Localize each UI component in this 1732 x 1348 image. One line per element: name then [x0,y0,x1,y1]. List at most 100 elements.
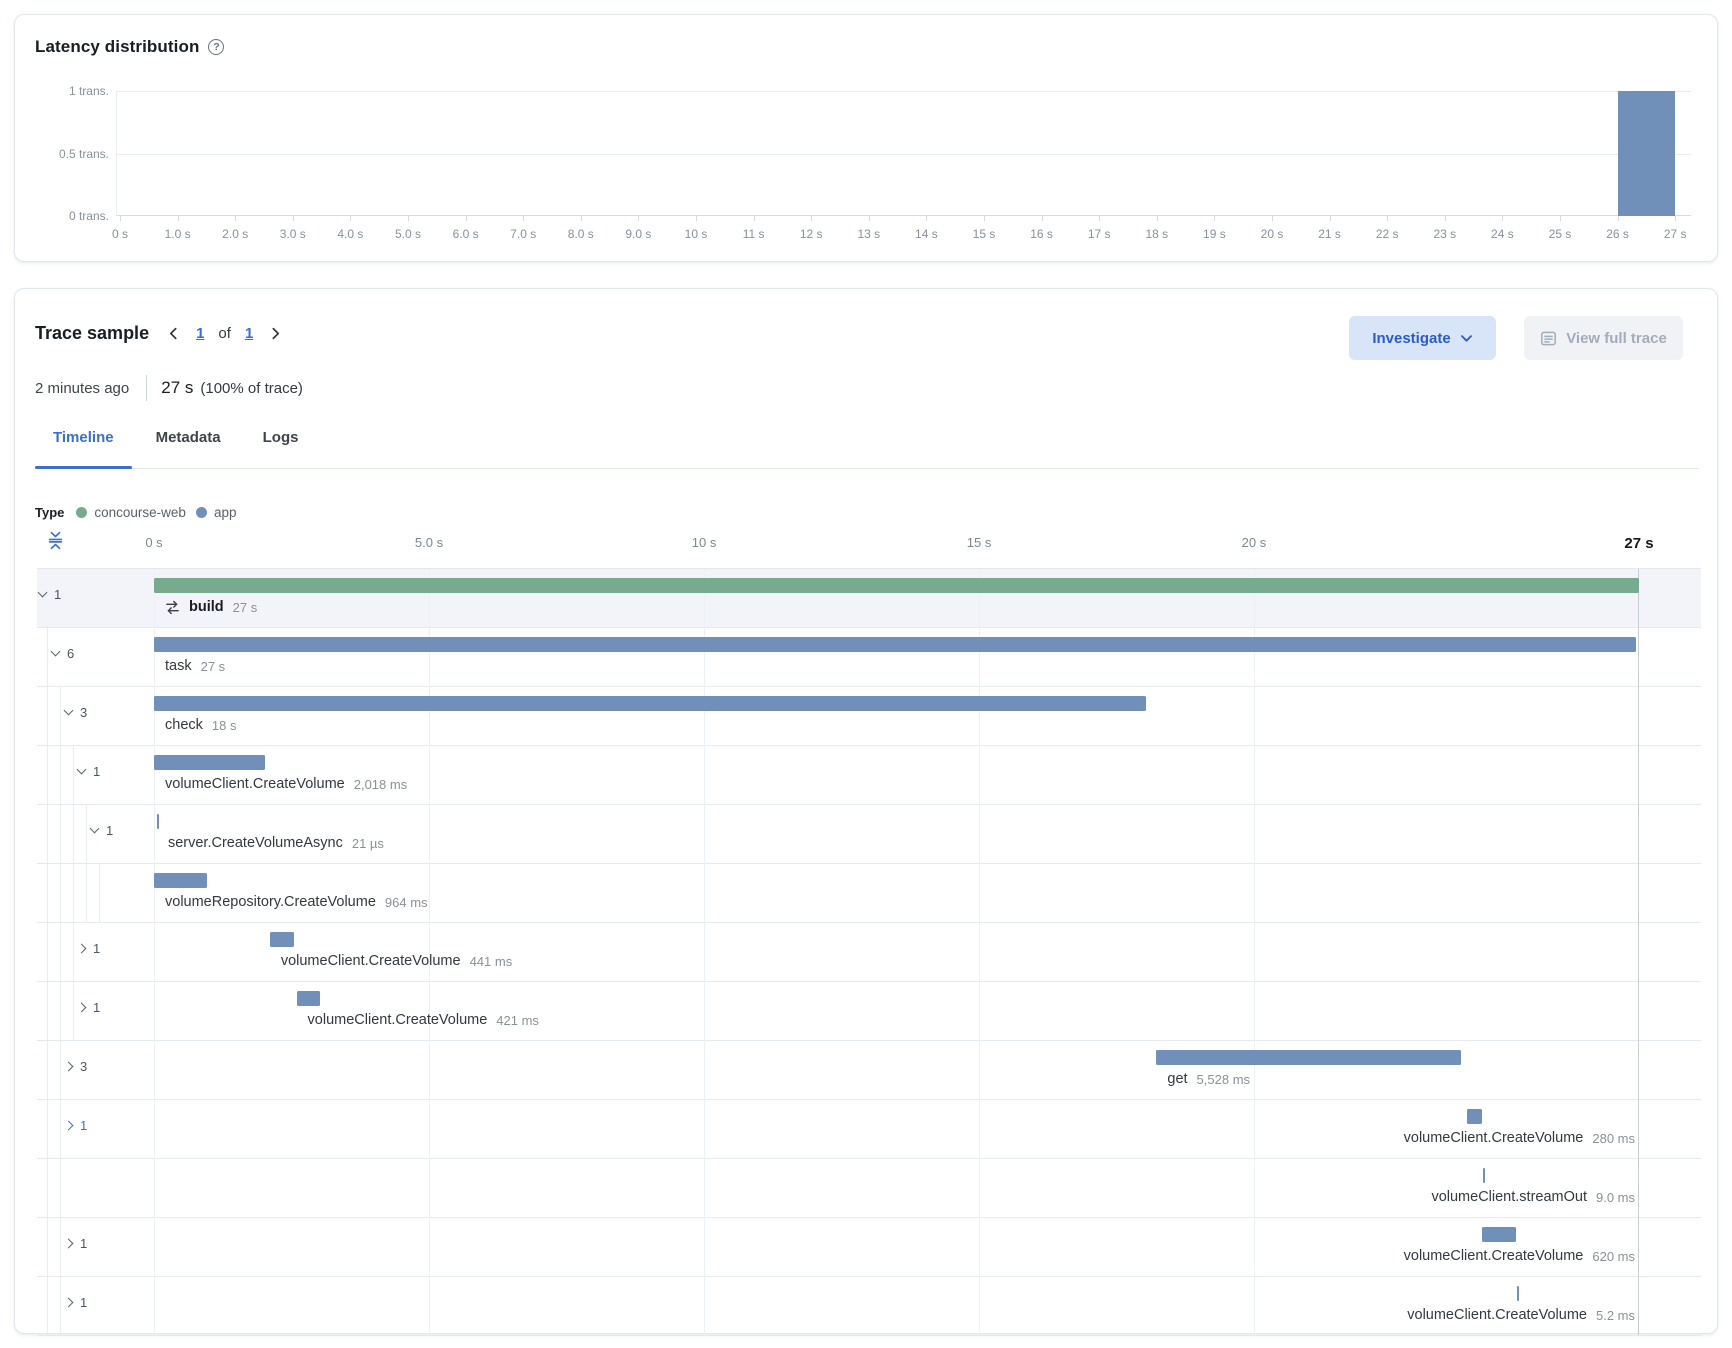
waterfall-span-row[interactable]: 1 volumeClient.CreateVolume 5.2 ms [37,1277,1701,1336]
waterfall-span-row[interactable]: 1 build 27 s [37,569,1701,628]
span-bar[interactable] [1517,1286,1520,1301]
expand-collapse-toggle[interactable]: 6 [50,646,74,661]
chevron-left-icon [170,327,177,340]
span-bar[interactable] [154,755,266,770]
span-name: volumeClient.CreateVolume [1403,1130,1584,1146]
indent-guide [47,687,48,745]
span-name: volumeClient.CreateVolume [165,776,345,792]
waterfall-span-row[interactable]: 3 get 5,528 ms [37,1041,1701,1100]
span-duration: 21 µs [351,835,384,851]
span-label: check 18 s [165,717,236,733]
meta-divider [146,375,148,401]
histogram-bar[interactable] [1617,91,1676,216]
expand-collapse-toggle[interactable]: 1 [63,1295,87,1310]
x-tick-label: 24 s [1491,227,1514,241]
waterfall-span-row[interactable]: 1 volumeClient.CreateVolume 421 ms [37,982,1701,1041]
x-tick-mark [1444,216,1446,221]
x-tick-label: 23 s [1433,227,1457,241]
waterfall-span-row[interactable]: 1 volumeClient.CreateVolume 2,018 ms [37,746,1701,805]
span-name: volumeClient.CreateVolume [1403,1248,1584,1264]
next-sample-button[interactable] [267,325,284,342]
span-bar[interactable] [154,637,1637,652]
span-name: get [1167,1071,1188,1087]
expand-collapse-toggle[interactable]: 1 [76,1000,100,1015]
x-tick-mark [1041,216,1043,221]
x-tick-label: 6.0 s [452,227,479,241]
chevron-right-icon [272,327,280,340]
span-name: task [165,658,192,674]
x-tick-mark [984,216,985,221]
waterfall-span-row[interactable]: 1 volumeClient.CreateVolume 441 ms [37,923,1701,982]
type-legend: Type concourse-web app [35,505,236,520]
span-track: volumeClient.CreateVolume 5.2 ms [154,1277,1639,1336]
chevron-icon [63,1238,74,1249]
legend-dot [76,507,88,518]
indent-guide [73,805,74,863]
waterfall-span-row[interactable]: 1 volumeClient.CreateVolume 620 ms [37,1218,1701,1277]
investigate-button[interactable]: Investigate [1349,316,1496,360]
expand-collapse-toggle[interactable]: 1 [63,1118,87,1133]
span-bar[interactable] [1156,1050,1461,1065]
x-tick-mark [1214,216,1216,221]
waterfall-span-row[interactable]: volumeClient.streamOut 9.0 ms [37,1159,1701,1218]
total-samples-number[interactable]: 1 [244,325,254,342]
span-bar[interactable] [154,873,208,888]
expand-collapse-toggle[interactable]: 1 [63,1236,88,1251]
x-tick-label: 15 s [972,227,996,241]
waterfall-span-row[interactable]: 6 task 27 s [37,628,1701,687]
chevron-icon [63,1061,74,1072]
span-bar[interactable] [1481,1227,1516,1242]
indent-guide [47,923,48,981]
expand-collapse-toggle[interactable]: 3 [63,1059,87,1074]
current-sample-number[interactable]: 1 [196,325,205,342]
waterfall-span-row[interactable]: volumeRepository.CreateVolume 964 ms [37,864,1701,923]
x-tick-label: 21 s [1318,227,1341,241]
indent-guide [47,1277,48,1335]
waterfall-span-row[interactable]: 3 check 18 s [37,687,1701,746]
trace-waterfall: 1 build 27 s 6 task [37,568,1701,1336]
tab-metadata[interactable]: Metadata [155,429,221,446]
indent-guide [60,687,61,745]
tab-logs[interactable]: Logs [262,429,299,446]
span-bar[interactable] [1466,1109,1483,1124]
span-label: task 27 s [165,658,225,674]
waterfall-span-row[interactable]: 1 server.CreateVolumeAsync 21 µs [37,805,1701,864]
expand-collapse-toggle[interactable]: 1 [76,764,100,779]
ruler-tick-label: 15 s [966,535,992,550]
span-duration: 620 ms [1592,1248,1635,1264]
x-tick-mark [638,216,640,221]
expand-collapse-toggle[interactable]: 3 [63,705,87,720]
children-count: 1 [80,1236,88,1251]
span-bar[interactable] [296,991,320,1006]
indent-guide [73,746,74,804]
span-label: build 27 s [165,599,257,615]
expand-collapse-toggle[interactable]: 1 [76,941,100,956]
indent-guide [86,864,87,922]
span-bar[interactable] [269,932,295,947]
waterfall-span-row[interactable]: 1 volumeClient.CreateVolume 280 ms [37,1100,1701,1159]
timeline-gridline [429,569,431,1335]
span-bar[interactable] [154,696,1146,711]
tab-timeline[interactable]: Timeline [35,424,132,469]
x-tick-mark [120,216,121,221]
trace-tabs: Timeline Metadata Logs [35,424,1699,469]
expand-collapse-toggle[interactable]: 1 [89,823,113,838]
pagination-of-label: of [218,325,231,342]
x-tick-mark [696,216,697,221]
collapse-all-button[interactable] [45,529,66,555]
span-name: volumeClient.CreateVolume [1407,1307,1587,1323]
span-bar[interactable] [154,578,1639,593]
help-icon[interactable]: ? [208,39,225,55]
span-bar[interactable] [1483,1168,1486,1183]
indent-guide [47,1159,48,1217]
prev-sample-button[interactable] [165,325,182,342]
chevron-icon [63,1120,74,1131]
indent-guide [99,864,100,922]
legend-item-concourse-web: concourse-web [76,505,186,520]
expand-collapse-toggle[interactable]: 1 [37,587,61,602]
view-full-trace-button[interactable]: View full trace [1524,316,1683,360]
timeline-ruler: 0 s 5.0 s 10 s 15 s 20 s 27 s [15,527,1719,568]
span-bar[interactable] [156,814,159,829]
x-tick-label: 27 s [1663,227,1687,241]
chevron-icon [76,764,87,775]
